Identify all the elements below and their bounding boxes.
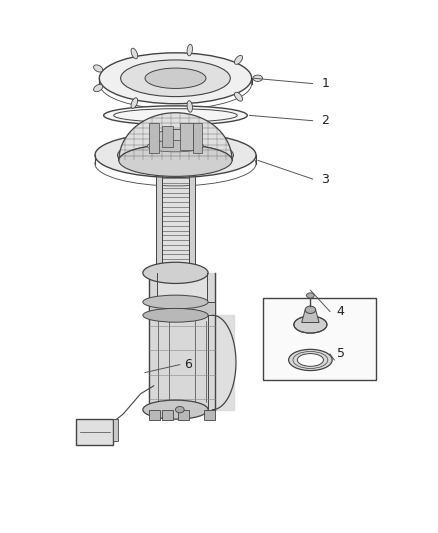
Ellipse shape (234, 55, 243, 64)
Text: 6: 6 (184, 358, 192, 371)
Polygon shape (119, 113, 232, 160)
Ellipse shape (289, 349, 332, 370)
Ellipse shape (155, 130, 195, 144)
Ellipse shape (94, 84, 103, 92)
Ellipse shape (162, 161, 189, 172)
Ellipse shape (187, 44, 192, 56)
Ellipse shape (305, 306, 316, 313)
Ellipse shape (131, 48, 138, 59)
Ellipse shape (307, 293, 314, 298)
Bar (149, 302, 215, 316)
Bar (113, 419, 118, 441)
Text: 1: 1 (321, 77, 329, 90)
Ellipse shape (297, 353, 323, 366)
Bar (193, 123, 202, 152)
Ellipse shape (95, 133, 256, 177)
Ellipse shape (145, 68, 206, 88)
Ellipse shape (143, 295, 208, 309)
Text: 3: 3 (321, 173, 329, 185)
Ellipse shape (187, 101, 192, 112)
Ellipse shape (131, 98, 138, 108)
Bar (77, 419, 113, 445)
Bar (162, 126, 173, 147)
Bar (162, 410, 173, 420)
Ellipse shape (162, 269, 189, 277)
Ellipse shape (151, 296, 200, 309)
Bar (204, 410, 215, 420)
Ellipse shape (147, 140, 204, 152)
Bar (149, 123, 159, 152)
Polygon shape (302, 310, 319, 322)
Bar (178, 410, 188, 420)
Ellipse shape (120, 60, 230, 96)
Ellipse shape (253, 75, 262, 82)
Text: 2: 2 (321, 114, 329, 127)
Ellipse shape (99, 53, 252, 104)
Ellipse shape (94, 65, 103, 72)
Bar (149, 410, 160, 420)
Ellipse shape (234, 92, 243, 101)
Ellipse shape (119, 144, 232, 176)
Bar (189, 164, 194, 274)
Ellipse shape (117, 139, 233, 171)
Text: 5: 5 (336, 348, 345, 360)
Bar (156, 164, 162, 274)
Ellipse shape (143, 400, 208, 419)
Bar (180, 123, 193, 150)
Bar (262, 298, 376, 381)
Ellipse shape (104, 106, 247, 125)
Ellipse shape (143, 262, 208, 284)
Ellipse shape (176, 407, 184, 413)
Text: 4: 4 (336, 305, 344, 318)
Ellipse shape (294, 316, 327, 333)
Ellipse shape (143, 309, 208, 322)
